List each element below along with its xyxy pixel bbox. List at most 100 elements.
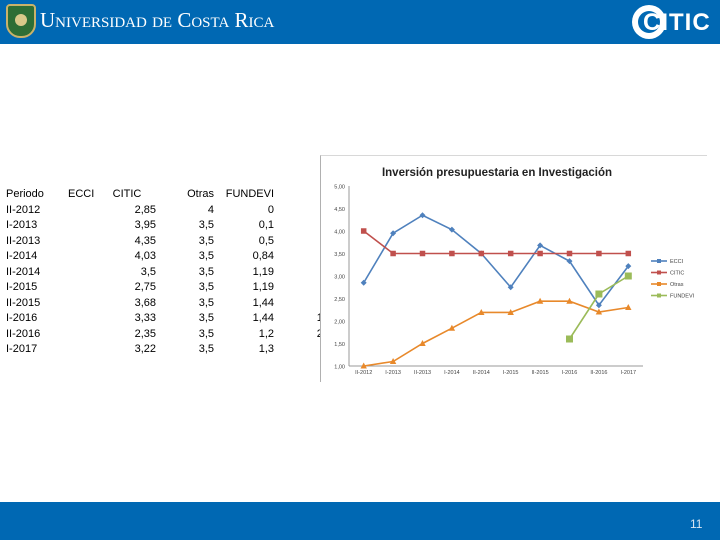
legend-label: ECCI bbox=[670, 259, 684, 265]
legend-item: Otras bbox=[651, 282, 684, 288]
chart-panel: Inversión presupuestaria en Investigació… bbox=[320, 155, 707, 382]
legend-item: CITIC bbox=[651, 270, 684, 277]
cell-otras: 3,5 bbox=[198, 343, 214, 355]
cell-ecci bbox=[68, 265, 98, 281]
data-point bbox=[389, 358, 397, 364]
footer-bar bbox=[0, 502, 720, 540]
header-period: Periodo bbox=[6, 188, 44, 200]
series-citic bbox=[360, 228, 632, 257]
data-point bbox=[478, 250, 485, 257]
data-point bbox=[507, 284, 514, 291]
cell-otras: 4 bbox=[207, 203, 214, 216]
x-tick-label: II-2014 bbox=[473, 370, 490, 376]
data-point bbox=[448, 226, 455, 233]
cell-fundevi: 1,2 bbox=[258, 327, 274, 340]
data-point bbox=[566, 250, 573, 257]
series-line bbox=[363, 214, 629, 307]
cell-otras: 3,5 bbox=[198, 265, 214, 278]
cell-period: II-2015 bbox=[6, 296, 41, 309]
cell-citic: 3,22 bbox=[134, 343, 156, 355]
cell-fundevi: 0,1 bbox=[258, 219, 274, 231]
x-tick-label: II-2015 bbox=[532, 370, 549, 376]
table-row: II-2015 3,68 3,5 1,44 bbox=[6, 296, 332, 312]
data-point bbox=[625, 250, 632, 257]
data-point bbox=[419, 250, 426, 257]
header-bar: Universidad de Costa Rica CITIC bbox=[0, 0, 720, 44]
y-tick-label: 1,00 bbox=[334, 365, 345, 371]
cell-otras: 3,5 bbox=[198, 327, 214, 340]
data-point bbox=[478, 308, 485, 315]
data-point bbox=[448, 324, 456, 331]
legend-label: CITIC bbox=[670, 271, 684, 277]
series-line bbox=[363, 230, 629, 255]
cell-ecci bbox=[68, 203, 98, 219]
data-point bbox=[507, 250, 514, 257]
data-point bbox=[625, 263, 632, 270]
legend-item: FUNDEVI bbox=[651, 293, 695, 300]
cell-fundevi: 0,5 bbox=[258, 234, 274, 247]
y-tick-label: 1,50 bbox=[334, 342, 345, 348]
cell-ecci bbox=[68, 280, 98, 296]
cell-ecci bbox=[68, 296, 98, 312]
y-axis: 1,00 1,50 2,00 2,50 3,00 3,50 4,00 4,50 5,00 bbox=[334, 185, 350, 371]
page-number: 11 bbox=[690, 517, 703, 531]
x-tick-label: II-2013 bbox=[414, 370, 431, 376]
series-otras bbox=[360, 297, 632, 369]
data-point bbox=[566, 258, 573, 265]
data-point bbox=[419, 212, 426, 219]
legend-label: FUNDEVI bbox=[670, 294, 695, 300]
cell-ecci bbox=[68, 327, 98, 343]
x-axis: II-2012 I-2013 II-2013 I-2014 II-2014 I-2015 I… bbox=[349, 365, 643, 376]
series-line bbox=[363, 300, 629, 367]
cell-fundevi: 0,84 bbox=[252, 250, 274, 262]
cell-fundevi: 1,3 bbox=[258, 343, 274, 355]
x-tick-label: I-2013 bbox=[385, 370, 401, 376]
cell-otras: 3,5 bbox=[198, 234, 214, 247]
data-point bbox=[625, 304, 632, 310]
header-ecci: ECCI bbox=[68, 188, 95, 200]
x-tick-label: I-2014 bbox=[444, 370, 460, 376]
y-tick-label: 2,00 bbox=[334, 320, 345, 326]
x-tick-label: II-2012 bbox=[355, 370, 372, 376]
cell-otras: 3,5 bbox=[198, 281, 214, 293]
cell-period: I-2016 bbox=[6, 312, 38, 324]
series-ecci bbox=[360, 212, 632, 309]
x-tick-label: I-2017 bbox=[620, 370, 636, 376]
cell-citic: 3,5 bbox=[140, 265, 156, 278]
cell-period: II-2016 bbox=[6, 327, 41, 340]
cell-fundevi: 1,19 bbox=[252, 265, 274, 278]
y-tick-label: 2,50 bbox=[334, 297, 345, 303]
data-point bbox=[419, 340, 426, 346]
data-point bbox=[360, 228, 367, 234]
cell-otras: 3,5 bbox=[198, 296, 214, 309]
cell-period: I-2013 bbox=[6, 219, 38, 231]
table-row: I-2013 3,95 3,5 0,1 bbox=[6, 218, 332, 234]
table-row: I-2014 4,03 3,5 0,84 bbox=[6, 249, 332, 265]
cell-citic: 2,85 bbox=[134, 203, 156, 216]
cell-citic: 3,33 bbox=[134, 312, 156, 324]
data-point bbox=[360, 362, 367, 369]
line-chart: Inversión presupuestaria en Investigació… bbox=[334, 167, 695, 376]
cell-fundevi: 0 bbox=[267, 203, 274, 216]
x-tick-label: II-2016 bbox=[590, 370, 607, 376]
header-fundevi: FUNDEVI bbox=[225, 188, 274, 200]
cell-period: II-2014 bbox=[6, 265, 41, 278]
table-row: II-2012 2,85 4 0 bbox=[6, 203, 332, 219]
data-point bbox=[595, 290, 603, 298]
data-point bbox=[595, 308, 603, 315]
data-point bbox=[507, 308, 514, 315]
data-point bbox=[449, 250, 455, 257]
data-point bbox=[537, 250, 543, 257]
cell-ecci bbox=[68, 311, 98, 327]
table-header-row: Periodo ECCI CITIC Otras FUNDEVI bbox=[6, 187, 332, 203]
series-fundevi bbox=[566, 272, 632, 343]
cell-otras: 3,5 bbox=[198, 250, 214, 262]
cell-fundevi: 1,19 bbox=[252, 281, 274, 293]
y-tick-label: 4,00 bbox=[334, 230, 345, 236]
series-layer bbox=[360, 212, 632, 369]
citic-logo-text: CITIC bbox=[643, 9, 711, 36]
legend-swatch-marker bbox=[657, 259, 661, 263]
table-row: II-2013 4,35 3,5 0,5 bbox=[6, 234, 332, 250]
